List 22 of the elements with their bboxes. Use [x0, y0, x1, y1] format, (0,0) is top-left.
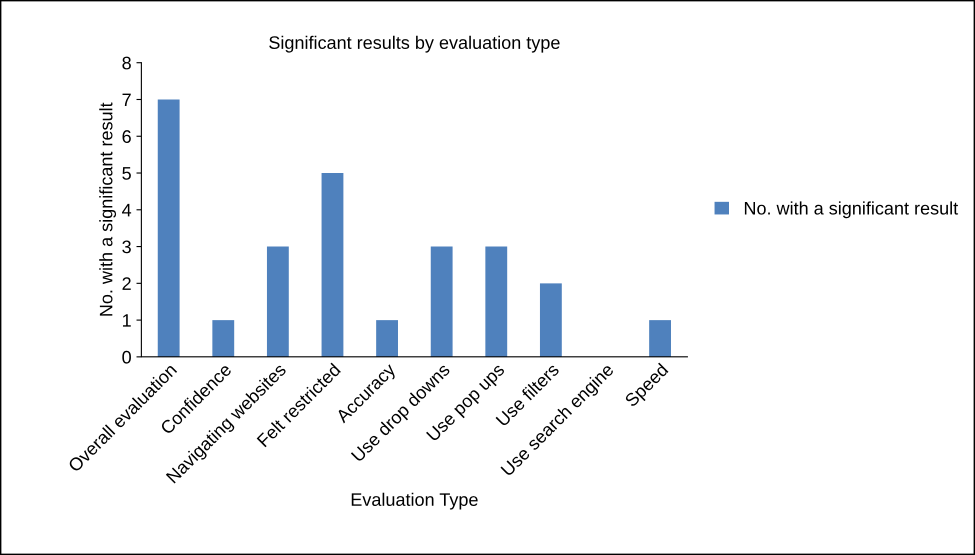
- bar: [430, 246, 453, 357]
- chart-title: Significant results by evaluation type: [269, 36, 560, 53]
- y-tick-label: 0: [122, 350, 131, 364]
- x-axis-title: Evaluation Type: [352, 492, 478, 510]
- y-tick-label: 5: [122, 167, 131, 180]
- bar: [212, 320, 234, 357]
- bar: [266, 246, 289, 357]
- y-tick-label: 8: [122, 56, 131, 70]
- legend-label: No. with a significant result: [744, 201, 958, 218]
- bar: [485, 246, 508, 357]
- y-tick-label: 2: [122, 277, 131, 290]
- y-tick-label: 4: [122, 204, 132, 216]
- bar: [540, 283, 562, 357]
- y-axis-title: No. with a significant result: [99, 102, 116, 316]
- y-tick-label: 1: [122, 314, 131, 327]
- y-tick-label: 3: [122, 240, 131, 254]
- bar: [322, 173, 344, 357]
- bar: [649, 320, 671, 357]
- bar: [158, 99, 180, 357]
- bar: [376, 320, 398, 357]
- y-tick-label: 6: [122, 130, 131, 143]
- y-tick-label: 7: [122, 94, 131, 106]
